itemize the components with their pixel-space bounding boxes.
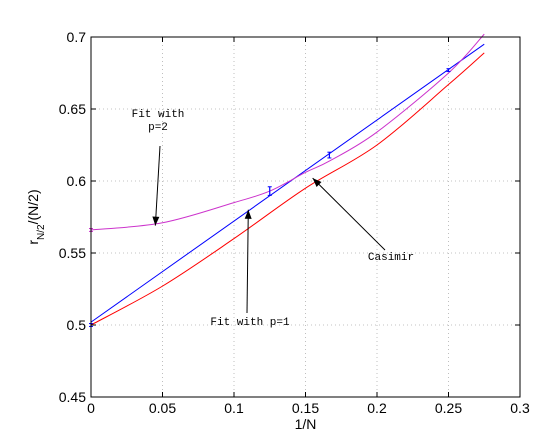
x-tick-label: 0.3 — [510, 400, 530, 416]
x-tick-label: 0.2 — [367, 400, 387, 416]
annotation-casimir-arrow — [312, 177, 386, 251]
y-axis-label-main: r — [25, 240, 41, 245]
curve-casimir — [90, 52, 485, 326]
annotation-casimir-arrowhead — [312, 178, 322, 187]
annotation-fit-p2-text: Fit with — [132, 109, 185, 121]
x-tick-label: 0.15 — [292, 400, 319, 416]
annotation-fit-p2-text: p=2 — [148, 122, 168, 134]
data-points — [89, 68, 451, 327]
y-tick-label: 0.5 — [67, 317, 87, 333]
grid-lines — [91, 37, 520, 397]
x-tick-label: 0.1 — [224, 400, 244, 416]
annotation-fit-p2-arrowhead — [152, 216, 160, 226]
y-axis-label: rN/2/(N/2) — [25, 189, 47, 244]
y-tick-label: 0.55 — [59, 245, 86, 261]
axis-ticks: 0 0.05 0.1 0.15 0.2 0.25 0.3 0.45 0.5 0.55 0.6 0.65… — [59, 29, 530, 416]
y-axis-label-sub: N/2 — [36, 224, 47, 240]
annotation-fit-p1-arrow — [246, 209, 249, 314]
curve-p1 — [90, 43, 485, 323]
annotation-fit-p1-text: Fit with p=1 — [210, 317, 290, 329]
x-tick-label: 0 — [87, 400, 95, 416]
annotation-casimir-text: Casimir — [368, 252, 414, 264]
annotation-fit-p1-arrowhead — [244, 209, 252, 219]
y-tick-label: 0.7 — [67, 29, 87, 45]
y-tick-label: 0.45 — [59, 389, 86, 405]
y-tick-label: 0.6 — [67, 173, 87, 189]
x-axis-label: 1/N — [295, 416, 317, 432]
x-tick-label: 0.25 — [435, 400, 462, 416]
annotation-fit-p2-arrow — [154, 145, 161, 226]
y-tick-label: 0.65 — [59, 101, 86, 117]
curve-p2 — [90, 33, 485, 231]
x-tick-label: 0.05 — [149, 400, 176, 416]
curves — [90, 33, 485, 326]
y-axis-label-tail: /(N/2) — [25, 189, 41, 224]
